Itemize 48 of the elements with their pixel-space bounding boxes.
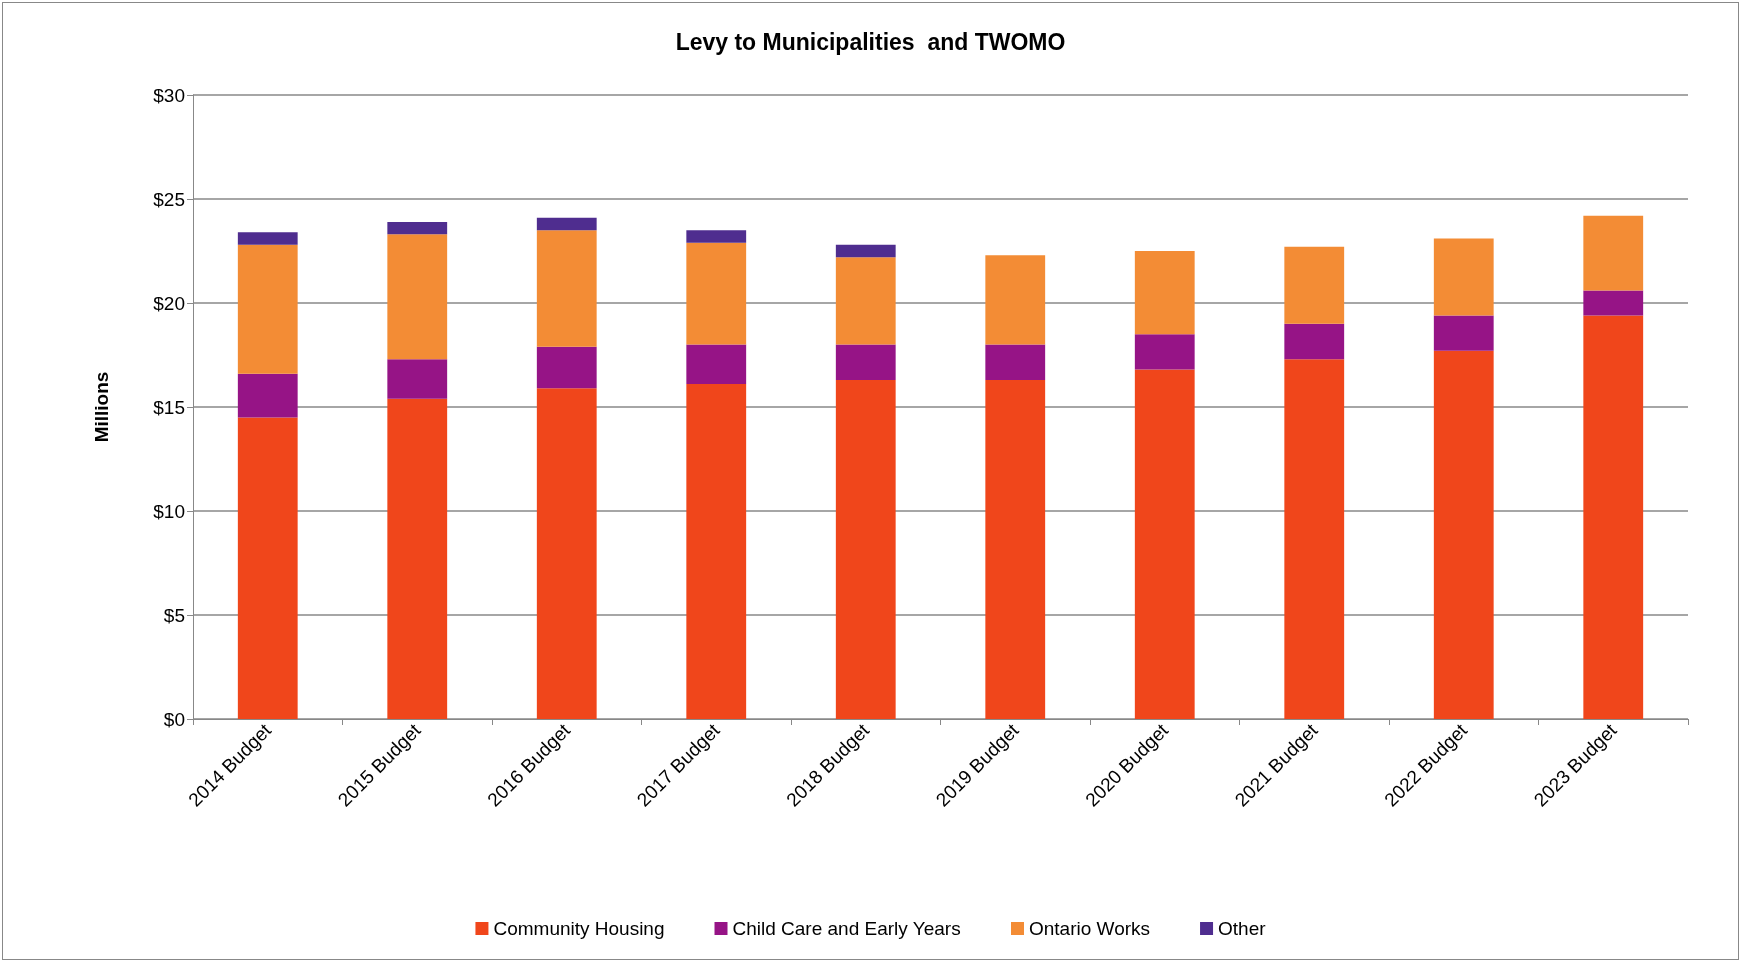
y-tick-label: $0 [163,708,185,730]
bar [237,417,298,719]
bar [686,230,747,243]
y-tick-label: $5 [163,604,185,626]
bar [835,257,896,345]
legend-label: Ontario Works [1028,918,1151,939]
legend-label: Child Care and Early Years [732,918,961,939]
bar [1583,315,1644,719]
y-tick-label: $20 [153,292,185,314]
bar [985,255,1046,345]
bar [1583,215,1644,291]
bar [1433,238,1494,316]
y-tick-label: $15 [153,396,185,418]
bar [387,359,448,399]
y-tick-label: $25 [153,188,185,210]
bar [237,373,298,418]
bar [536,346,597,389]
bar [1134,251,1195,335]
bar [1583,290,1644,316]
bar [835,244,896,258]
legend-label: Other [1218,918,1267,939]
bar [536,388,597,719]
y-axis-title: Millions [91,371,112,443]
bar [1284,359,1345,719]
legend-label: Community Housing [493,918,665,939]
y-tick-label: $30 [153,84,185,106]
bar [835,379,896,719]
bar [1284,246,1345,324]
bar [1134,334,1195,370]
bar [686,344,747,385]
bar [237,232,298,245]
bar [237,244,298,374]
bar [536,230,597,347]
bar [1433,315,1494,351]
bar [1433,350,1494,719]
bar [985,344,1046,380]
bar [536,217,597,231]
bar [1284,323,1345,360]
bar [387,398,448,719]
y-tick-label: $10 [153,500,185,522]
bar [835,344,896,380]
bar [985,379,1046,719]
bar [686,384,747,719]
bar [387,221,448,235]
chart-title: Levy to Municipalities and TWOMO [675,28,1066,55]
bar [1134,369,1195,719]
bar [686,242,747,345]
bar [387,234,448,360]
